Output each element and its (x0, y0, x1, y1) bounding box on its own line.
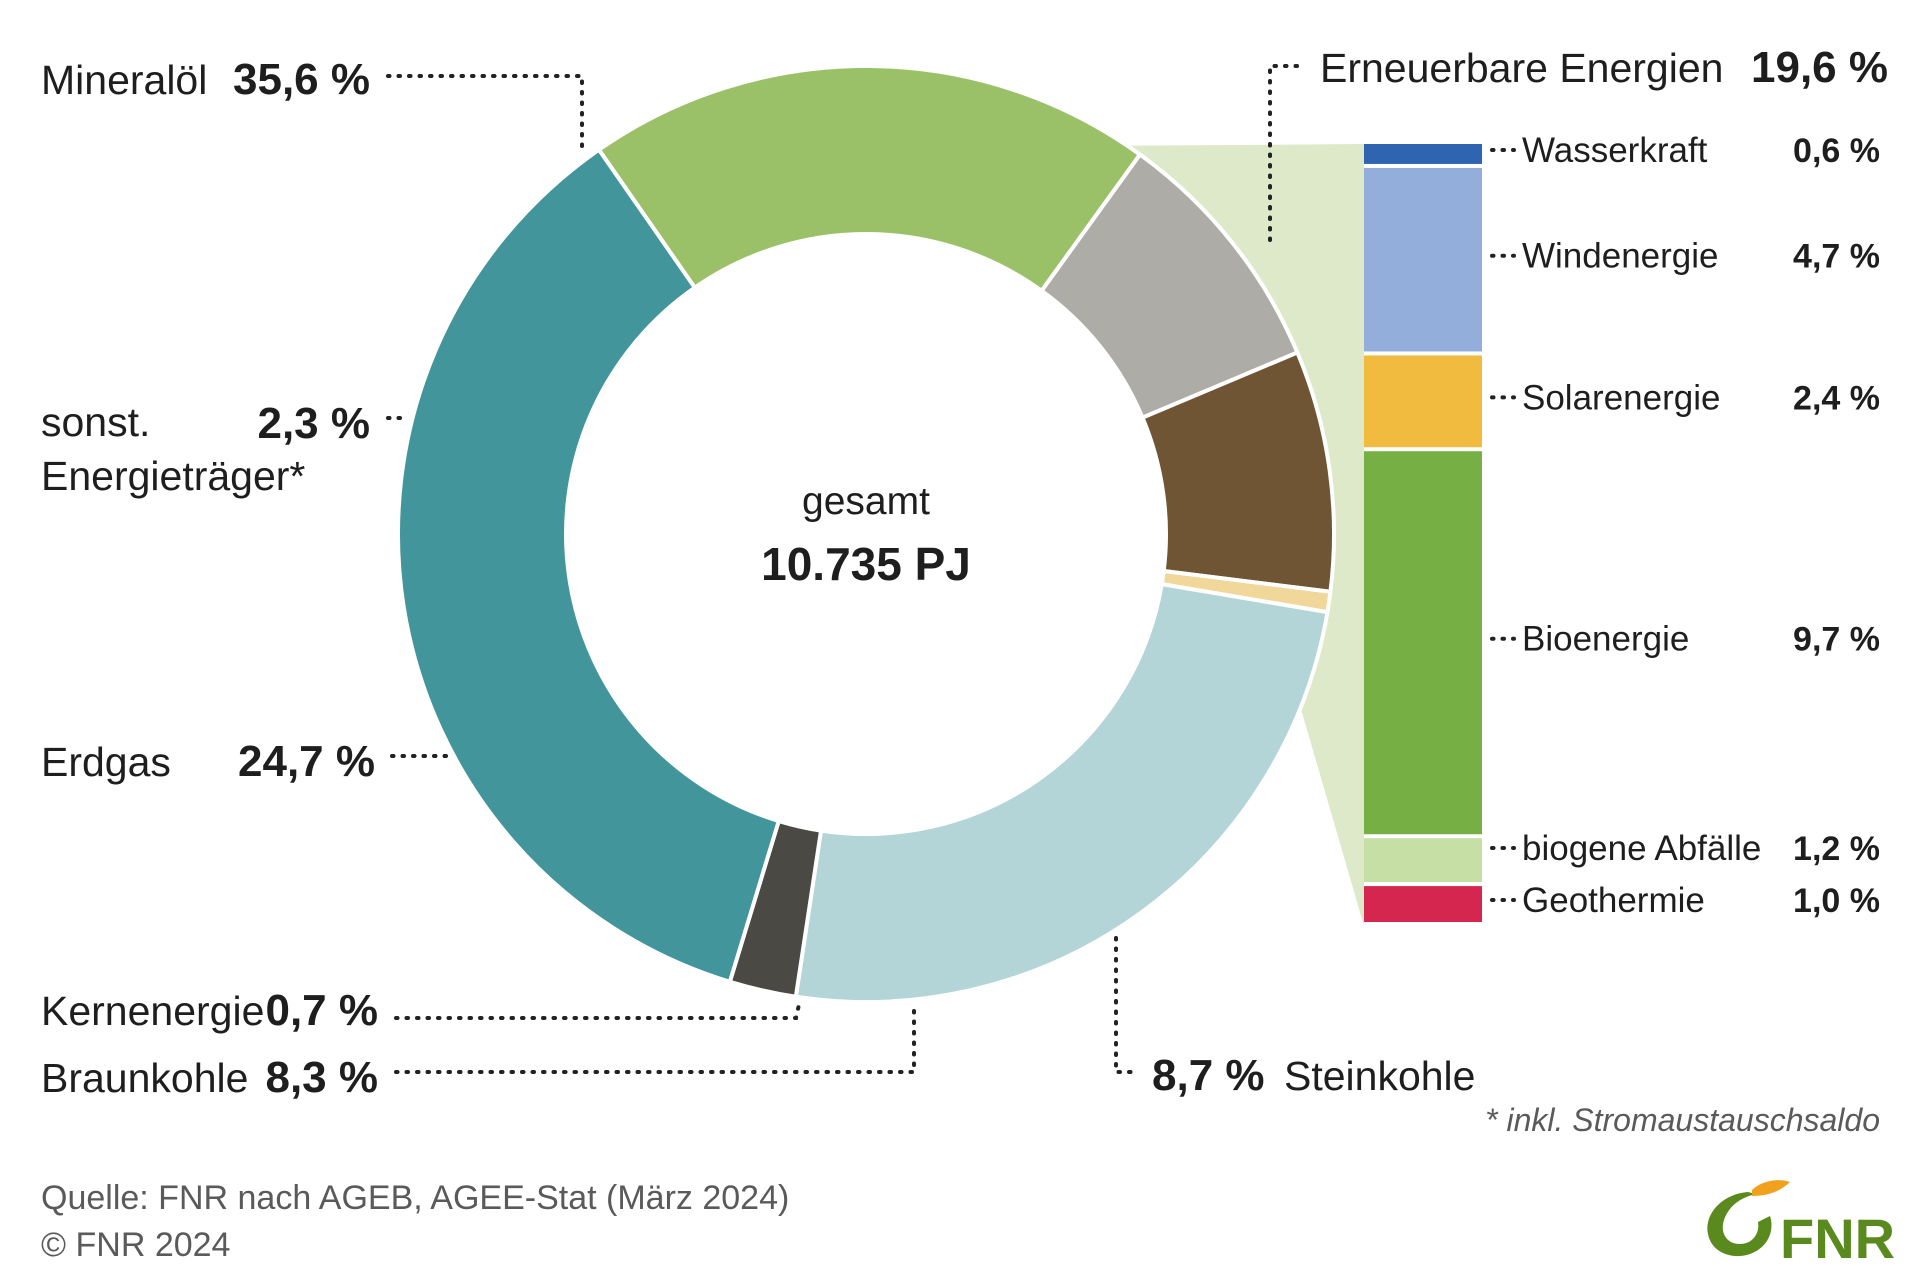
footnote: * inkl. Stromaustauschsaldo (1485, 1102, 1880, 1138)
breakdown-label-windenergie: Windenergie (1522, 237, 1719, 276)
source-line: Quelle: FNR nach AGEB, AGEE-Stat (März 2… (41, 1179, 789, 1217)
slice-label-sonst-energietraeger-line1: sonst. (41, 399, 150, 445)
bar-segment-windenergie (1364, 167, 1482, 352)
leader-kernenergie (394, 998, 802, 1020)
copyright-line: © FNR 2024 (41, 1226, 230, 1264)
slice-value-erdgas: 24,7 % (238, 737, 375, 786)
slice-label-erneuerbare-energien: Erneuerbare Energien (1320, 45, 1723, 91)
leader-braunkohle (394, 1006, 916, 1074)
bar-segment-geothermie (1364, 886, 1482, 922)
breakdown-connector (598, 65, 1364, 926)
slice-value-steinkohle: 8,7 % (1152, 1051, 1265, 1100)
breakdown-label-biogene-abfaelle: biogene Abfälle (1522, 829, 1761, 868)
breakdown-label-wasserkraft: Wasserkraft (1522, 131, 1708, 170)
leader-erneuerbare-energien (1268, 64, 1308, 242)
bar-segment-wasserkraft (1364, 144, 1482, 164)
breakdown-label-bioenergie: Bioenergie (1522, 620, 1689, 659)
bar-segment-solarenergie (1364, 355, 1482, 448)
breakdown-label-geothermie: Geothermie (1522, 881, 1705, 920)
leader-steinkohle (1114, 936, 1138, 1074)
leader-mineraloel (386, 74, 584, 152)
center-label: gesamt (802, 480, 930, 523)
breakdown-wedge (598, 65, 1364, 926)
slice-labels: Wasserkraft 0,6 % Windenergie 4,7 % Solarene… (41, 43, 1888, 1102)
donut-chart (396, 64, 1336, 1004)
bar-segment-bioenergie (1364, 451, 1482, 835)
slice-value-kernenergie: 0,7 % (265, 986, 378, 1035)
fnr-logo-text: FNR (1780, 1207, 1895, 1266)
fnr-logo: FNR (1707, 1180, 1895, 1266)
fnr-leaf-logo-icon (1707, 1192, 1772, 1257)
bar-segment-biogene-abfaelle (1364, 838, 1482, 883)
breakdown-bar (1364, 144, 1482, 922)
slice-label-braunkohle: Braunkohle (41, 1055, 248, 1101)
slice-label-kernenergie: Kernenergie (41, 988, 264, 1034)
slice-mineraloel (396, 146, 782, 985)
breakdown-value-bioenergie: 9,7 % (1793, 621, 1880, 659)
slice-value-braunkohle: 8,3 % (265, 1053, 378, 1102)
slice-label-mineraloel: Mineralöl (41, 57, 207, 103)
breakdown-value-windenergie: 4,7 % (1793, 238, 1880, 276)
slice-label-sonst-energietraeger-line2: Energieträger* (41, 453, 305, 499)
slice-erneuerbare-energien (596, 64, 1143, 294)
fnr-leaf-accent-icon (1752, 1180, 1790, 1196)
slice-value-erneuerbare-energien: 19,6 % (1751, 43, 1888, 92)
breakdown-value-geothermie: 1,0 % (1793, 882, 1880, 920)
slice-erdgas (793, 581, 1330, 1004)
center-total: 10.735 PJ (761, 538, 971, 590)
breakdown-value-biogene-abfaelle: 1,2 % (1793, 830, 1880, 868)
leader-lines (386, 64, 1516, 1074)
slice-value-mineraloel: 35,6 % (233, 55, 370, 104)
slice-label-erdgas: Erdgas (41, 739, 171, 785)
slice-value-sonst-energietraeger: 2,3 % (257, 399, 370, 448)
breakdown-value-solarenergie: 2,4 % (1793, 379, 1880, 417)
breakdown-label-solarenergie: Solarenergie (1522, 378, 1720, 417)
slice-label-steinkohle: Steinkohle (1284, 1053, 1475, 1099)
breakdown-value-wasserkraft: 0,6 % (1793, 132, 1880, 170)
